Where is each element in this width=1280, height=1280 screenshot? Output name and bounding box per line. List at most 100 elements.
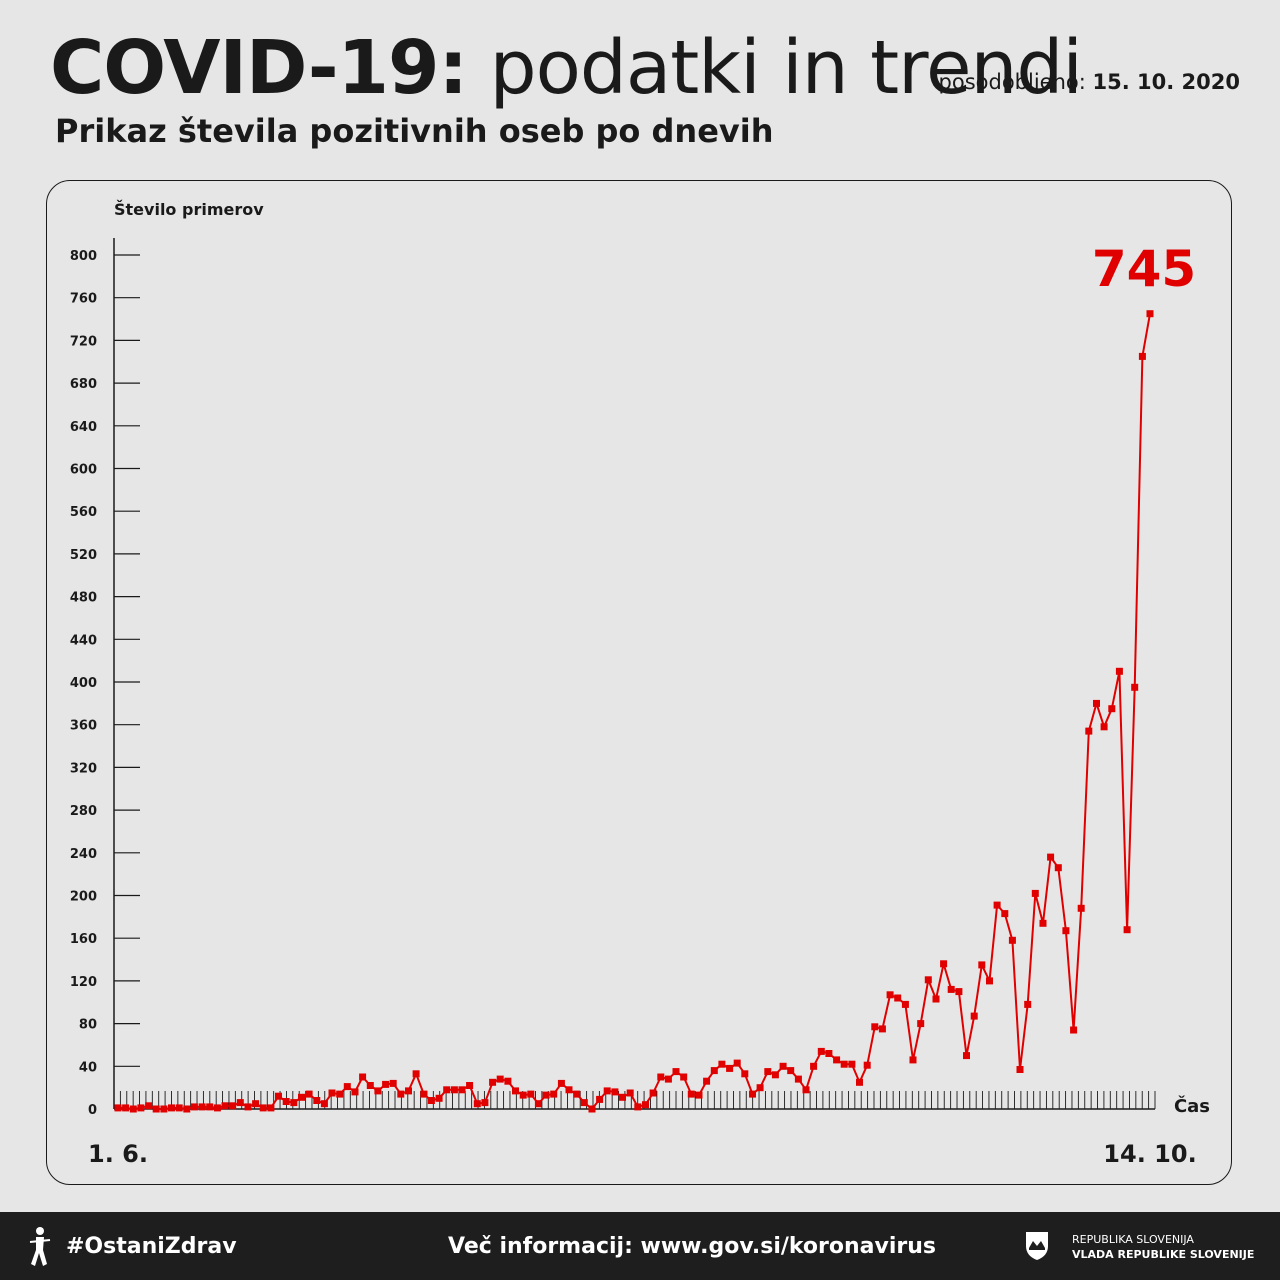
data-point: [305, 1090, 313, 1098]
data-point: [229, 1102, 237, 1110]
data-point: [374, 1087, 382, 1095]
data-point: [603, 1087, 611, 1095]
title-bold: COVID-19:: [50, 25, 468, 111]
data-point: [840, 1060, 848, 1068]
data-point: [787, 1067, 795, 1075]
data-point: [619, 1093, 626, 1101]
data-point: [489, 1078, 497, 1086]
y-tick-label: 400: [70, 676, 97, 691]
data-point: [626, 1089, 634, 1097]
data-point: [978, 961, 986, 969]
x-axis-label: Čas: [1174, 1095, 1210, 1117]
updated-info: posodobljeno: 15. 10. 2020: [939, 70, 1240, 94]
data-point: [1131, 683, 1139, 691]
y-tick-label: 160: [70, 932, 97, 947]
data-point: [764, 1068, 772, 1076]
data-point: [244, 1103, 252, 1111]
chart: 0 40 80 120 160 200 240 280 320 360 400 440 480 520 56…: [70, 200, 1210, 1168]
data-point: [496, 1075, 504, 1083]
y-axis-label: Število primerov: [114, 200, 264, 219]
data-point: [466, 1082, 474, 1089]
data-point: [534, 1100, 542, 1108]
data-point: [794, 1075, 802, 1083]
data-point: [756, 1084, 764, 1092]
data-point: [183, 1105, 191, 1113]
data-point: [917, 1020, 925, 1028]
data-point: [1031, 889, 1039, 897]
data-point: [611, 1088, 619, 1096]
footer-bar: #OstaniZdrav Več informacij: www.gov.si/…: [0, 1212, 1280, 1280]
data-point: [412, 1070, 420, 1078]
data-point: [198, 1103, 206, 1111]
data-point: [1138, 352, 1146, 360]
data-point: [351, 1088, 359, 1096]
data-point: [1077, 904, 1085, 912]
data-point: [580, 1099, 588, 1107]
data-point: [458, 1086, 466, 1094]
data-point: [1070, 1026, 1078, 1034]
info-link[interactable]: Več informacij: www.gov.si/koronavirus: [448, 1234, 937, 1259]
hashtag-label: #OstaniZdrav: [66, 1234, 237, 1259]
data-point: [565, 1086, 573, 1094]
data-point: [282, 1098, 290, 1105]
data-point: [473, 1100, 481, 1108]
data-point: [993, 901, 1001, 909]
data-point: [657, 1073, 665, 1081]
data-point: [290, 1099, 298, 1107]
y-tick-label: 440: [70, 633, 97, 648]
data-point: [313, 1097, 321, 1104]
data-point: [1108, 705, 1116, 713]
updated-label: posodobljeno:: [938, 70, 1086, 94]
y-tick-label: 280: [70, 804, 97, 819]
data-point: [1146, 310, 1154, 318]
data-point: [817, 1047, 825, 1055]
data-point: [672, 1068, 680, 1076]
data-point: [710, 1067, 718, 1075]
data-point: [970, 1012, 978, 1020]
government-label: REPUBLIKA SLOVENIJA VLADA REPUBLIKE SLOV…: [1072, 1232, 1254, 1262]
data-point: [924, 976, 932, 984]
data-point: [519, 1091, 527, 1099]
data-point: [336, 1090, 344, 1098]
data-point: [542, 1091, 550, 1099]
data-point: [213, 1104, 221, 1112]
slovenia-crest-icon: [1026, 1232, 1048, 1260]
data-point: [871, 1023, 879, 1031]
data-point: [1008, 936, 1016, 944]
data-point: [435, 1094, 443, 1102]
data-point: [573, 1090, 581, 1098]
data-point: [901, 1000, 909, 1008]
data-point: [1047, 853, 1055, 861]
data-point: [236, 1099, 244, 1107]
chart-subtitle: Prikaz števila pozitivnih oseb po dnevih: [55, 112, 774, 150]
data-point: [649, 1089, 657, 1097]
data-point: [886, 991, 894, 999]
y-tick-label: 600: [70, 463, 97, 478]
data-point: [504, 1077, 512, 1085]
data-point: [1100, 723, 1108, 731]
y-tick-label: 560: [70, 505, 97, 520]
data-point: [1024, 1000, 1032, 1008]
data-point: [733, 1059, 741, 1067]
data-point: [259, 1104, 267, 1112]
data-point: [550, 1090, 558, 1098]
data-point: [634, 1103, 642, 1111]
data-point: [343, 1083, 351, 1091]
data-point: [527, 1090, 535, 1098]
data-point: [397, 1090, 405, 1098]
page-title: COVID-19: podatki in trendi: [50, 22, 1083, 114]
y-tick-label: 360: [70, 719, 97, 734]
data-point: [359, 1073, 367, 1081]
data-point: [252, 1100, 260, 1108]
chart-panel: [46, 180, 1232, 1185]
data-point: [749, 1090, 756, 1098]
person-figure-icon: [29, 1227, 51, 1266]
data-point: [137, 1104, 145, 1112]
data-point: [427, 1097, 435, 1104]
data-point: [642, 1101, 649, 1109]
data-point: [382, 1080, 390, 1088]
data-point: [443, 1086, 451, 1094]
data-point: [856, 1078, 863, 1086]
data-point: [726, 1064, 734, 1072]
highlight-value-label: 745: [1092, 240, 1196, 298]
